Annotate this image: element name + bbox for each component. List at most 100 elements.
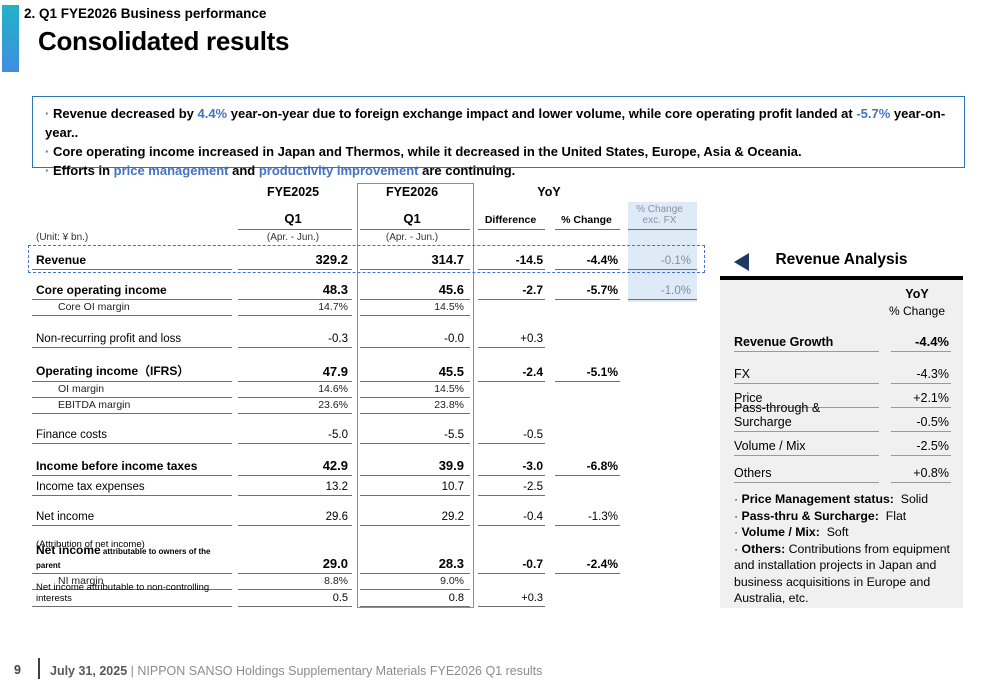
analysis-row: Volume / Mix -2.5%: [734, 432, 951, 456]
cell-pct: [555, 494, 620, 496]
summary-bullet: Revenue decreased by 4.4% year-on-year d…: [45, 104, 954, 142]
row-label: (Attribution of net income): [36, 539, 145, 550]
revenue-analysis-panel: YoY % Change Revenue Growth -4.4% FX -4.3% P…: [720, 280, 963, 608]
analysis-label: Price: [734, 391, 879, 408]
col-fye2026: FYE2026: [385, 185, 439, 199]
table-row: Revenue 329.2 314.7 -14.5 -4.4% -0.1%: [32, 248, 697, 270]
left-triangle-icon: [734, 253, 749, 271]
unit-label: (Unit: ¥ bn.): [36, 232, 89, 243]
col-fye2025: FYE2025: [266, 185, 320, 199]
cell-v2: 0.8: [360, 592, 470, 607]
analysis-value: -4.4%: [891, 334, 951, 352]
cell-diff: -0.7: [478, 557, 545, 574]
cell-v2: -0.0: [360, 333, 470, 348]
cell-fx: [628, 314, 697, 316]
table-row: (Attribution of net income): [32, 538, 697, 552]
row-label: Non-recurring profit and loss: [32, 333, 232, 348]
table-row: Net income attributable to owners of the…: [32, 543, 697, 574]
analysis-value: -4.3%: [891, 367, 951, 384]
header-spacer: [478, 243, 545, 246]
cell-v2: 14.5%: [360, 301, 470, 316]
results-table-header: FYE2025 FYE2026 YoY Q1 Q1 Difference % C…: [32, 183, 697, 246]
cell-v2: 9.0%: [360, 575, 470, 590]
cell-pct: [555, 442, 620, 444]
footer-text: July 31, 2025 | NIPPON SANSO Holdings Su…: [50, 664, 542, 678]
cell-diff: -0.5: [478, 429, 545, 444]
cell-pct: [555, 396, 620, 398]
cell-fx: [628, 605, 697, 607]
table-row: EBITDA margin 23.6% 23.8%: [32, 398, 697, 414]
cell-v1: 47.9: [238, 364, 352, 382]
row-label: Finance costs: [32, 429, 232, 444]
cell-pct: [555, 346, 620, 348]
cell-v1: 23.6%: [238, 399, 352, 414]
cell-fx: [628, 524, 697, 526]
cell-v2: 28.3: [360, 556, 470, 574]
cell-v1: 29.6: [238, 511, 352, 526]
row-label: Core OI margin: [32, 301, 232, 316]
cell-fx: [628, 474, 697, 476]
analysis-label: FX: [734, 367, 879, 384]
cell-pct: [555, 550, 620, 552]
cell-fx: [628, 442, 697, 444]
summary-box: Revenue decreased by 4.4% year-on-year d…: [32, 96, 965, 178]
footer-date: July 31, 2025: [50, 664, 128, 678]
analysis-value: +0.8%: [891, 466, 951, 483]
cell-fx: -1.0%: [628, 285, 697, 300]
analysis-label: Others: [734, 466, 879, 483]
col-fye2025-q1: Q1: [238, 211, 352, 230]
cell-v1: -5.0: [238, 429, 352, 444]
header-spacer: [628, 243, 697, 246]
row-label: OI margin: [32, 383, 232, 398]
table-row: Operating income（IFRS） 47.9 45.5 -2.4 -5.1%: [32, 360, 697, 382]
analysis-row: Others +0.8%: [734, 459, 951, 483]
cell-diff: [478, 412, 545, 414]
table-row: Core OI margin 14.7% 14.5%: [32, 300, 697, 316]
analysis-notes: Price Management status: SolidPass-thru …: [734, 491, 951, 607]
cell-diff: -14.5: [478, 253, 545, 270]
revenue-analysis-header: Revenue Analysis: [720, 250, 963, 274]
cell-diff: -0.4: [478, 511, 545, 526]
cell-v1: 42.9: [238, 458, 352, 476]
col-fye2026-q1: Q1: [360, 211, 470, 230]
analysis-note: Price Management status: Solid: [734, 491, 951, 508]
summary-bullet: Core operating income increased in Japan…: [45, 142, 954, 161]
cell-diff: [478, 314, 545, 316]
footer-source: NIPPON SANSO Holdings Supplementary Mate…: [137, 664, 543, 678]
analysis-value: -0.5%: [891, 415, 951, 432]
cell-v1: 14.7%: [238, 301, 352, 316]
analysis-title-rule: [720, 276, 963, 280]
cell-diff: [478, 550, 545, 552]
cell-v1: 48.3: [238, 282, 352, 300]
col-fye2026-period: (Apr. - Jun.): [385, 232, 439, 243]
cell-v2: 45.5: [360, 364, 470, 382]
cell-pct: -6.8%: [555, 459, 620, 476]
analysis-row: Pass-through & Surcharge -0.5%: [734, 401, 951, 432]
cell-diff: -2.5: [478, 481, 545, 496]
cell-v1: 13.2: [238, 481, 352, 496]
cell-v1: 8.8%: [238, 575, 352, 590]
table-row: Net income 29.6 29.2 -0.4 -1.3%: [32, 506, 697, 526]
cell-pct: -5.1%: [555, 365, 620, 382]
header-spacer: [555, 243, 620, 246]
col-pct-change: % Change: [555, 214, 620, 230]
cell-fx: [628, 588, 697, 590]
cell-v2: 29.2: [360, 511, 470, 526]
cell-v2: 45.6: [360, 282, 470, 300]
cell-diff: [478, 588, 545, 590]
cell-pct: [555, 588, 620, 590]
analysis-label: Pass-through & Surcharge: [734, 401, 879, 432]
cell-v2: 39.9: [360, 458, 470, 476]
table-row: Finance costs -5.0 -5.5 -0.5: [32, 424, 697, 444]
cell-fx: [628, 396, 697, 398]
row-label: Income tax expenses: [32, 481, 232, 496]
analysis-yoy-label: YoY: [905, 287, 929, 301]
analysis-pct-change-label: % Change: [888, 304, 946, 318]
col-yoy: YoY: [537, 185, 561, 199]
summary-bullet: Efforts in price management and producti…: [45, 161, 954, 180]
analysis-row: Price +2.1%: [734, 384, 951, 408]
table-row: Core operating income 48.3 45.6 -2.7 -5.7% -1…: [32, 278, 697, 300]
row-label: NI margin: [32, 575, 232, 590]
analysis-note: Others: Contributions from equipment and…: [734, 541, 951, 607]
